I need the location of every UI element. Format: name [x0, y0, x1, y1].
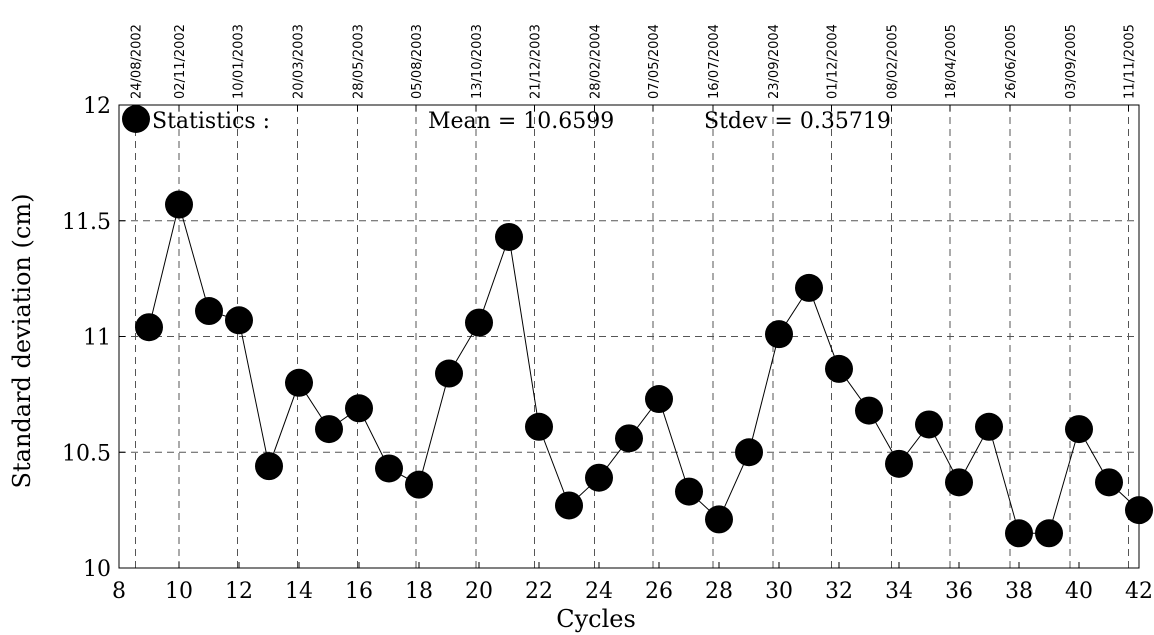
date-tick-label: 13/10/2003: [470, 24, 485, 99]
data-point: [555, 491, 583, 520]
x-tick-label: 10: [165, 579, 193, 604]
data-point: [915, 410, 943, 439]
data-point: [1035, 519, 1063, 548]
x-tick-label: 12: [225, 579, 253, 604]
data-point: [165, 190, 193, 219]
x-tick-label: 22: [525, 579, 553, 604]
date-tick-label: 21/12/2003: [529, 24, 544, 99]
data-point: [1125, 496, 1153, 525]
data-points: [135, 190, 1153, 548]
data-point: [315, 415, 343, 444]
y-tick-label: 11: [83, 326, 111, 351]
legend-marker: [122, 105, 150, 133]
x-tick-label: 30: [765, 579, 793, 604]
x-tick-label: 18: [405, 579, 433, 604]
data-point: [195, 297, 223, 326]
data-point: [375, 454, 403, 483]
data-point: [525, 412, 553, 441]
date-tick-label: 26/06/2005: [1004, 24, 1019, 99]
data-point: [765, 320, 793, 349]
date-tick-label: 28/05/2003: [352, 24, 367, 99]
data-point: [615, 424, 643, 453]
x-tick-label: 38: [1005, 579, 1033, 604]
x-tick-label: 34: [885, 579, 913, 604]
grid-lines: [119, 104, 1139, 569]
series-line: [148, 202, 1140, 534]
y-tick-label: 12: [83, 94, 111, 119]
x-tick-label: 8: [112, 579, 126, 604]
date-tick-label: 16/07/2004: [707, 24, 722, 99]
y-tick-label: 10.5: [62, 441, 111, 466]
mean-label: Mean = 10.6599: [428, 109, 614, 134]
x-tick-label: 40: [1065, 579, 1093, 604]
data-point: [1065, 415, 1093, 444]
x-tick-label: 20: [465, 579, 493, 604]
top-date-axis: 24/08/2002 02/11/2002 10/01/2003 20/03/2003…: [130, 24, 1138, 111]
date-tick-label: 28/02/2004: [589, 24, 604, 99]
y-tick-label: 11.5: [62, 210, 111, 235]
data-point: [225, 306, 253, 335]
data-point: [825, 354, 853, 383]
x-tick-label: 42: [1125, 579, 1153, 604]
y-axis-title: Standard deviation (cm): [8, 194, 36, 489]
date-tick-label: 10/01/2003: [232, 24, 247, 99]
data-point: [465, 308, 493, 337]
x-axis-title: Cycles: [556, 605, 636, 633]
data-point: [735, 438, 763, 467]
date-tick-label: 05/08/2003: [410, 24, 425, 99]
y-tick-label: 10: [83, 557, 111, 582]
data-point: [435, 359, 463, 388]
x-tick-label: 26: [645, 579, 673, 604]
x-tick-label: 28: [705, 579, 733, 604]
date-tick-label: 08/02/2005: [886, 24, 901, 99]
stats-label: Statistics :: [152, 109, 270, 134]
date-tick-label: 18/04/2005: [944, 24, 959, 99]
x-tick-label: 36: [945, 579, 973, 604]
data-point: [285, 368, 313, 397]
data-point: [975, 412, 1003, 441]
date-tick-label: 01/12/2004: [826, 24, 841, 99]
date-tick-label: 11/11/2005: [1123, 24, 1138, 99]
data-point: [345, 394, 373, 423]
data-point: [945, 468, 973, 497]
y-axis-ticks: 10 10.5 11 11.5 12: [62, 94, 125, 582]
x-tick-label: 14: [285, 579, 313, 604]
date-tick-label: 02/11/2002: [173, 24, 188, 99]
data-point: [705, 505, 733, 534]
data-point: [1005, 519, 1033, 548]
data-point: [405, 470, 433, 499]
data-point: [885, 449, 913, 478]
stdev-label: Stdev = 0.35719: [704, 109, 891, 134]
date-tick-label: 20/03/2003: [292, 24, 307, 99]
data-point: [855, 396, 883, 425]
data-point: [135, 313, 163, 342]
x-tick-label: 16: [345, 579, 373, 604]
data-point: [255, 452, 283, 481]
date-tick-label: 07/05/2004: [647, 24, 662, 99]
data-point: [585, 463, 613, 492]
x-tick-label: 24: [585, 579, 613, 604]
data-point: [495, 222, 523, 251]
date-tick-label: 03/09/2005: [1064, 24, 1079, 99]
date-tick-label: 23/09/2004: [767, 24, 782, 99]
data-point: [1095, 468, 1123, 497]
x-axis-ticks: 8 10 12 14 16 18 20 22 24 26 28 30 32 34 36 38 40 42: [112, 562, 1153, 604]
data-point: [645, 385, 673, 414]
data-point: [675, 477, 703, 506]
date-tick-label: 24/08/2002: [130, 24, 145, 99]
data-point: [795, 273, 823, 302]
x-tick-label: 32: [825, 579, 853, 604]
